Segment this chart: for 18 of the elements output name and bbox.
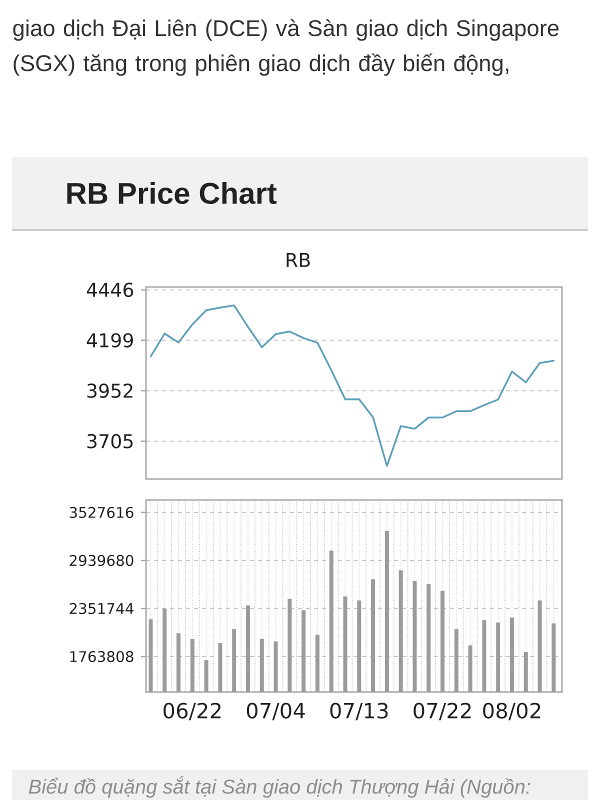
- y-tick-label: 1763808: [70, 650, 134, 662]
- x-tick-label: 07/13: [330, 702, 388, 720]
- y-tick-label: 2939680: [70, 554, 134, 566]
- line-series: [150, 304, 555, 467]
- y-tick-label: 4199: [86, 333, 133, 348]
- y-tick-label: 3527616: [70, 506, 134, 518]
- text: giao dịch Đại Liên (DCE) và Sàn giao dịch Singapore (SGX) tăng trong phiên giao dịch đầy biến động,: [13, 19, 559, 76]
- y-tick-label: 3952: [87, 384, 132, 398]
- x-tick-label: 07/04: [246, 702, 305, 720]
- y-tick-label: 2351744: [70, 602, 134, 614]
- chart-title: RB Price Chart: [67, 182, 277, 204]
- text: Biểu đồ quặng sắt tại Sàn giao dịch Thượng Hải (Nguồn:: [28, 776, 530, 798]
- y-tick-label: 4446: [86, 282, 134, 298]
- y-tick-label: 3705: [87, 434, 133, 448]
- chart-subtitle: RB: [286, 253, 310, 267]
- x-tick-label: 08/02: [483, 702, 540, 720]
- x-tick-label: 07/22: [414, 702, 471, 720]
- x-tick-label: 06/22: [164, 702, 221, 720]
